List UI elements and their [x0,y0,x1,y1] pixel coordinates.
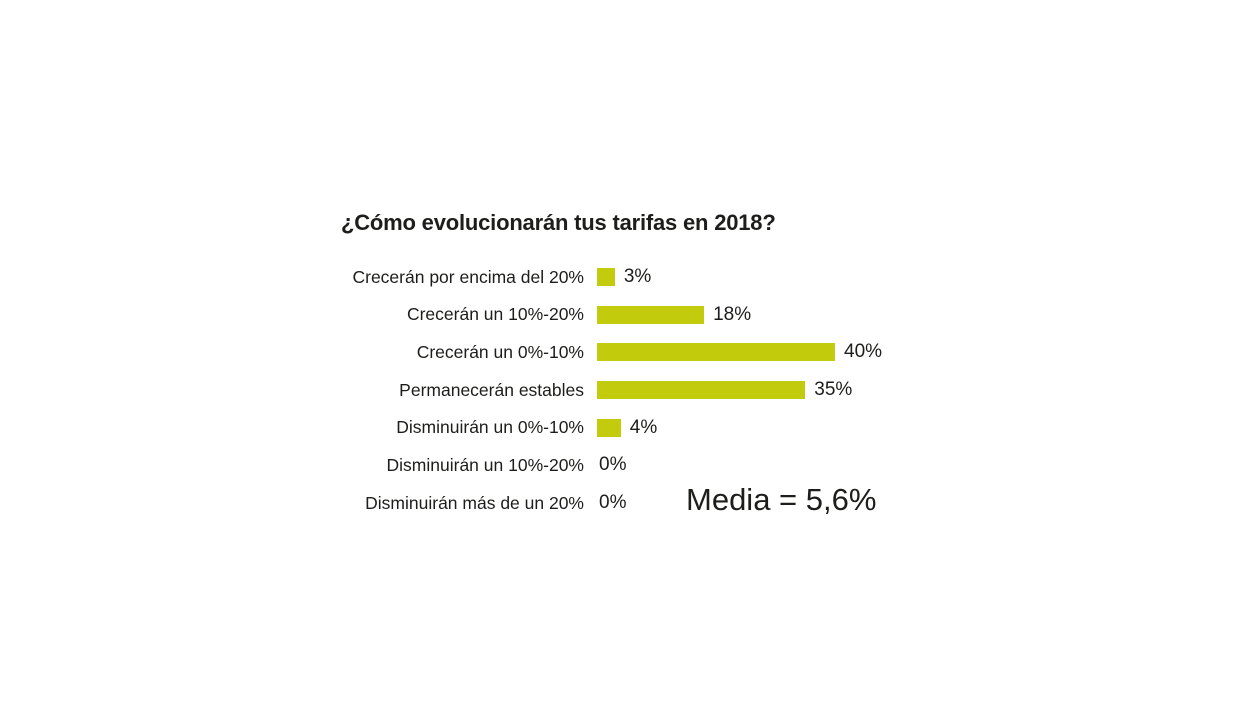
value-label: 18% [713,303,752,325]
category-label: Crecerán un 0%-10% [416,341,584,362]
bar-row: Disminuirán un 10%-20% 0% [341,454,882,476]
value-label: 0% [599,454,627,476]
bar-row: Crecerán un 0%-10% 40% [341,341,883,363]
category-label: Disminuirán un 10%-20% [386,454,584,475]
value-label: 3% [623,266,652,287]
category-label: Disminuirán más de un 20% [365,492,584,513]
bar [597,268,615,286]
bar-row: Crecerán por encima del 20% 3% [341,266,882,287]
bar-row: Crecerán un 10%-20% 18% [341,303,882,325]
chart-title: ¿Cómo evolucionarán tus tarifas en 2018? [341,210,776,235]
category-label: Permanecerán estables [399,379,584,400]
value-label: 35% [814,379,853,401]
category-label: Crecerán un 10%-20% [406,304,584,325]
category-label: Disminuirán un 0%-10% [396,417,584,438]
bar [597,343,835,362]
bar-row: Disminuirán más de un 20% 0% [341,492,882,514]
bar-rows: Crecerán por encima del 20% 3% Crecerán … [341,266,883,532]
value-label: 0% [599,492,627,514]
value-label: 40% [844,341,883,363]
bar [597,305,705,324]
bar-row: Disminuirán un 0%-10% 4% [341,416,882,438]
category-label: Crecerán por encima del 20% [352,266,584,287]
bar [597,418,621,437]
bar [597,381,806,400]
mean-annotation: Media = 5,6% [686,482,877,517]
value-label: 4% [629,416,658,438]
bar-row: Permanecerán estables 35% [341,379,882,401]
